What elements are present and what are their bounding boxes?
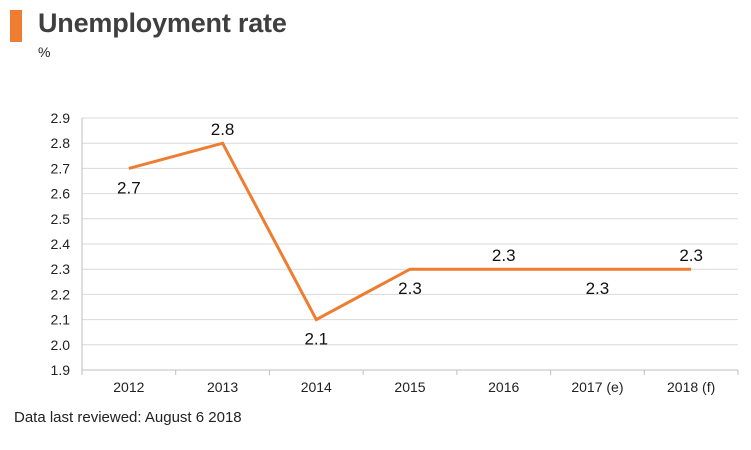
y-tick-label: 1.9 (51, 362, 71, 378)
y-tick-label: 2.2 (51, 286, 71, 302)
y-axis-ticks: 1.9 2.0 2.1 2.2 2.3 2.4 2.5 2.6 2.7 2.8 2.9 (51, 110, 71, 378)
axes (81, 118, 738, 371)
title-accent-bar (10, 10, 22, 42)
x-tick-label: 2016 (488, 379, 519, 395)
y-tick-label: 2.4 (51, 236, 71, 252)
y-tick-label: 2.0 (51, 337, 71, 353)
y-tick-label: 2.5 (51, 211, 71, 227)
x-tick-label: 2012 (113, 379, 144, 395)
x-axis-ticks: 2012 2013 2014 2015 2016 2017 (e) 2018 (f) (81, 370, 739, 395)
series-unemployment-rate (128, 141, 692, 322)
chart-title: Unemployment rate (38, 8, 287, 38)
data-reviewed-note: Data last reviewed: August 6 2018 (14, 409, 242, 426)
y-tick-label: 2.6 (51, 186, 71, 202)
data-label: 2.3 (586, 279, 610, 298)
data-label: 2.3 (679, 246, 703, 265)
x-tick-label: 2015 (394, 379, 425, 395)
data-label: 2.8 (211, 120, 235, 139)
y-tick-label: 2.1 (51, 312, 71, 328)
series-line (128, 141, 692, 322)
y-tick-label: 2.8 (51, 135, 71, 151)
data-label: 2.1 (304, 330, 328, 349)
data-label: 2.3 (398, 279, 422, 298)
data-label: 2.3 (492, 246, 516, 265)
gridlines (82, 117, 738, 346)
x-tick-label: 2018 (f) (667, 379, 715, 395)
y-tick-label: 2.9 (51, 110, 71, 126)
x-tick-label: 2017 (e) (571, 379, 623, 395)
y-tick-label: 2.7 (51, 160, 71, 176)
unit-label: % (38, 44, 51, 60)
y-tick-label: 2.3 (51, 261, 71, 277)
x-tick-label: 2014 (301, 379, 332, 395)
data-labels: 2.7 2.8 2.1 2.3 2.3 2.3 2.3 (117, 120, 703, 348)
x-tick-label: 2013 (207, 379, 238, 395)
data-label: 2.7 (117, 178, 141, 197)
